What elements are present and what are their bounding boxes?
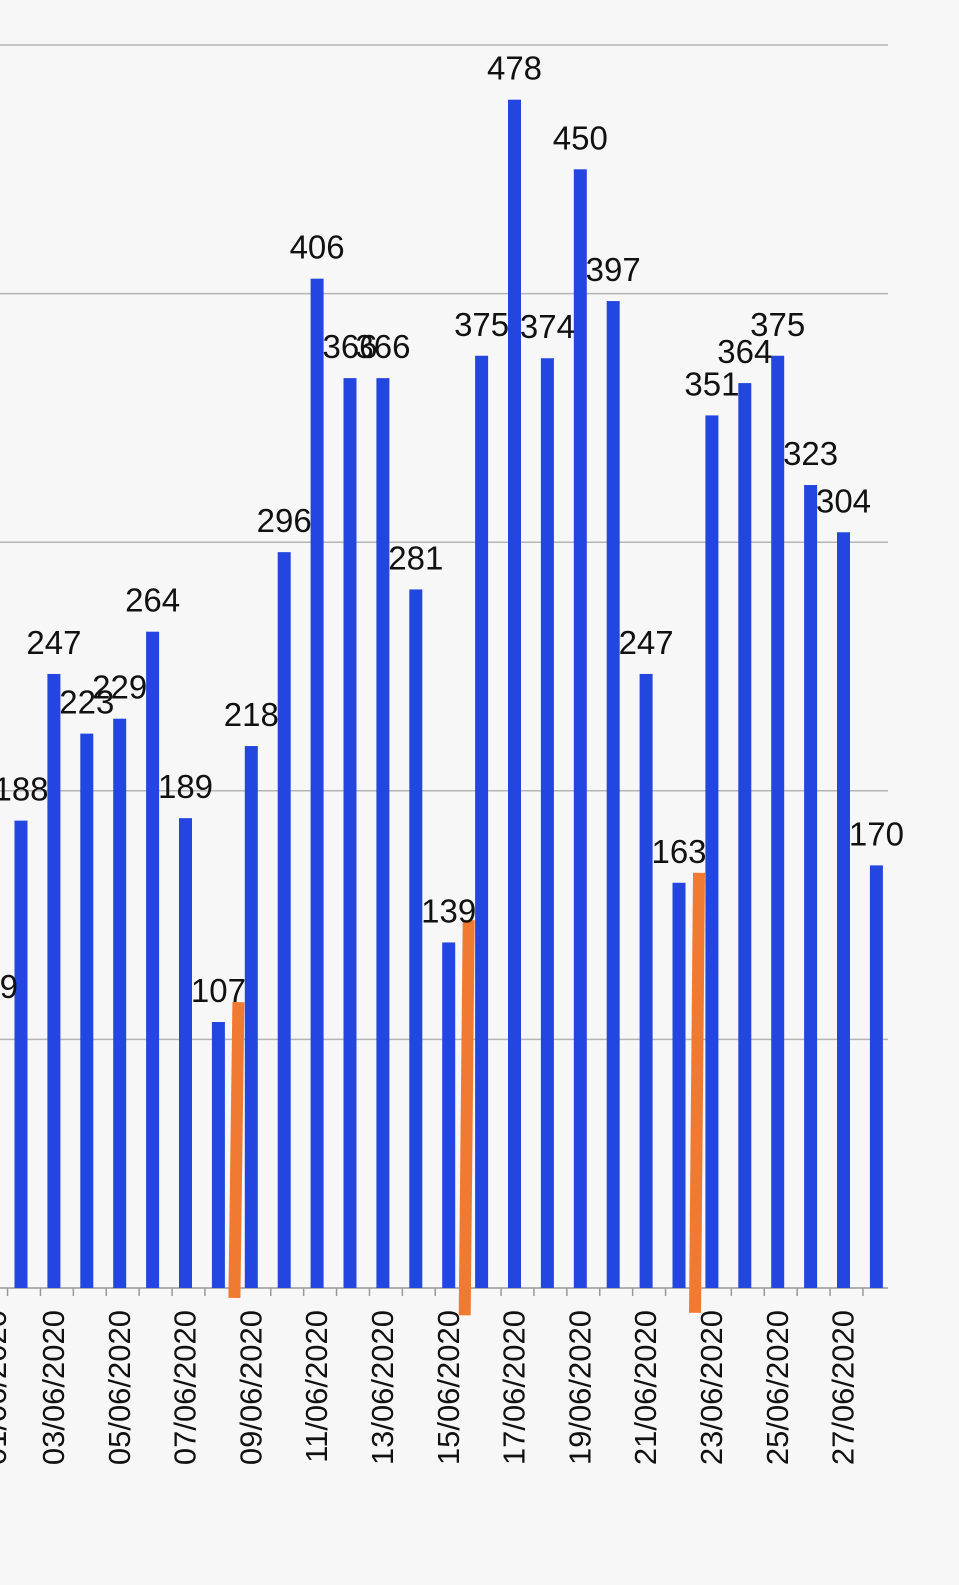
data-label: 406: [290, 229, 345, 266]
x-tick-label: 13/06/2020: [365, 1310, 400, 1465]
data-label: 170: [849, 815, 904, 852]
data-label: 264: [125, 582, 180, 619]
data-label: 229: [92, 669, 147, 706]
bar: [606, 301, 620, 1289]
bar: [244, 746, 258, 1288]
bar: [804, 485, 818, 1289]
data-label: 281: [388, 539, 443, 576]
x-tick-label: 25/06/2020: [760, 1310, 795, 1465]
data-label: 351: [684, 365, 739, 402]
x-tick-label: 19/06/2020: [562, 1310, 597, 1465]
data-label: 375: [750, 306, 805, 343]
bar: [179, 818, 192, 1288]
data-label: 188: [0, 771, 49, 808]
bar: [869, 865, 883, 1288]
data-label: 364: [717, 333, 772, 370]
data-label: 296: [257, 502, 312, 539]
bar: [409, 589, 423, 1288]
bar: [573, 169, 587, 1288]
x-tick-label: 01/06/2020: [0, 1310, 13, 1465]
bar: [14, 820, 28, 1288]
data-label: 247: [619, 624, 674, 661]
x-tick-label: 11/06/2020: [299, 1310, 334, 1463]
bar: [113, 718, 127, 1288]
x-tick-label: 03/06/2020: [36, 1310, 71, 1465]
data-label: 139: [421, 892, 476, 929]
data-label: 107: [191, 972, 246, 1009]
data-label: 247: [26, 624, 81, 661]
data-label: 223: [59, 684, 114, 721]
bar: [508, 99, 521, 1288]
data-label: 163: [651, 833, 706, 870]
x-tick-label: 17/06/2020: [497, 1310, 532, 1465]
bar: [672, 882, 686, 1288]
bar: [146, 631, 160, 1288]
marker-line: [228, 1002, 245, 1299]
bar: [211, 1021, 225, 1288]
data-label: 366: [322, 328, 377, 365]
marker-line: [458, 920, 475, 1316]
data-label: 189: [158, 768, 213, 805]
marker-line: [689, 872, 705, 1313]
data-label: 218: [224, 696, 279, 733]
bar: [837, 532, 850, 1288]
bar: [277, 552, 291, 1288]
bar: [771, 355, 785, 1288]
bar: [540, 358, 554, 1289]
x-tick-label: 23/06/2020: [694, 1310, 729, 1465]
bar: [738, 383, 752, 1288]
bar: [376, 378, 390, 1288]
bar: [639, 673, 653, 1288]
bar: [80, 733, 94, 1288]
bar: [442, 942, 456, 1288]
bar: [705, 415, 719, 1288]
data-label: 478: [487, 50, 542, 87]
data-label: 375: [454, 306, 509, 343]
data-label: 323: [783, 435, 838, 472]
x-tick-label: 15/06/2020: [431, 1310, 466, 1465]
data-label: 450: [553, 119, 608, 156]
data-label: 304: [816, 482, 871, 519]
x-tick-label: 07/06/2020: [168, 1310, 203, 1465]
bar: [47, 673, 61, 1288]
data-label: 366: [355, 328, 410, 365]
x-tick-label: 09/06/2020: [233, 1310, 268, 1465]
x-tick-label: 21/06/2020: [628, 1310, 663, 1465]
bar: [475, 355, 489, 1288]
data-label: 397: [586, 251, 641, 288]
bar: [343, 378, 357, 1288]
bar: [310, 278, 324, 1289]
x-tick-label: 27/06/2020: [826, 1310, 861, 1465]
x-tick-label: 05/06/2020: [102, 1310, 137, 1465]
data-label: 9: [0, 968, 18, 1005]
data-label: 374: [520, 308, 575, 345]
